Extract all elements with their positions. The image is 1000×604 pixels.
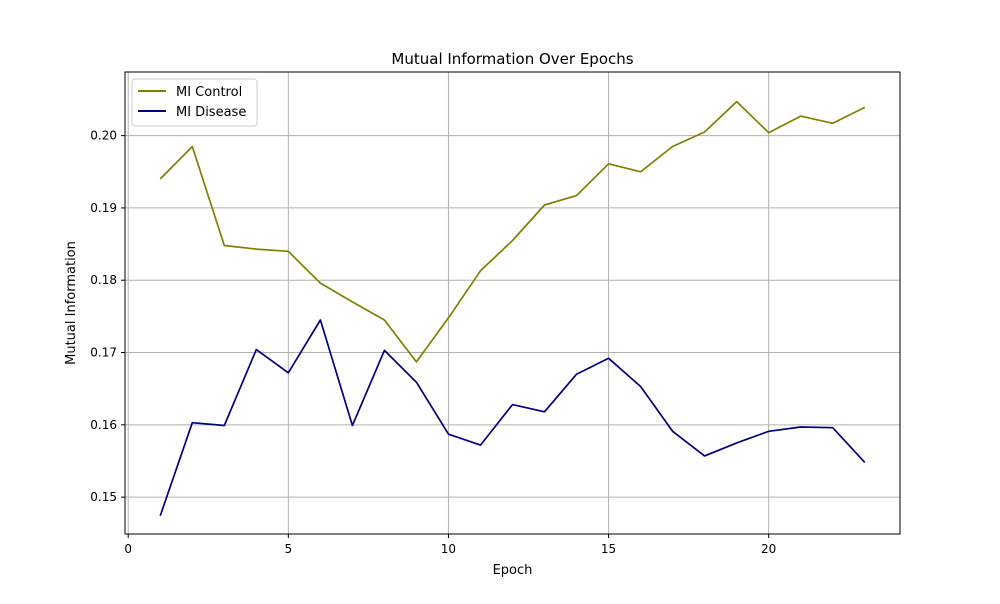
y-tick-label: 0.17 — [90, 346, 117, 360]
series-line-mi-control — [159, 100, 866, 363]
axis-ticks: 0 5 10 15 20 0.15 0.16 0.17 0.18 0.19 0.20 — [90, 129, 776, 556]
legend-label-mi-control: MI Control — [176, 85, 242, 100]
y-tick-label: 0.16 — [90, 418, 117, 432]
x-tick-label: 5 — [285, 542, 293, 556]
legend-label-mi-disease: MI Disease — [176, 105, 246, 120]
legend: MI Control MI Disease — [131, 78, 258, 127]
plot-area-frame — [124, 71, 901, 535]
x-axis-label: Epoch — [493, 563, 533, 578]
series-lines — [159, 100, 866, 517]
chart-title: Mutual Information Over Epochs — [391, 50, 633, 68]
x-tick-label: 10 — [441, 542, 456, 556]
y-tick-label: 0.20 — [90, 129, 117, 143]
series-line-mi-disease — [159, 319, 866, 517]
x-tick-label: 15 — [601, 542, 616, 556]
x-tick-label: 20 — [761, 542, 776, 556]
y-tick-label: 0.19 — [90, 201, 117, 215]
y-tick-label: 0.15 — [90, 490, 117, 504]
y-tick-label: 0.18 — [90, 273, 117, 287]
y-axis-label: Mutual Information — [64, 241, 79, 365]
x-tick-label: 0 — [124, 542, 132, 556]
